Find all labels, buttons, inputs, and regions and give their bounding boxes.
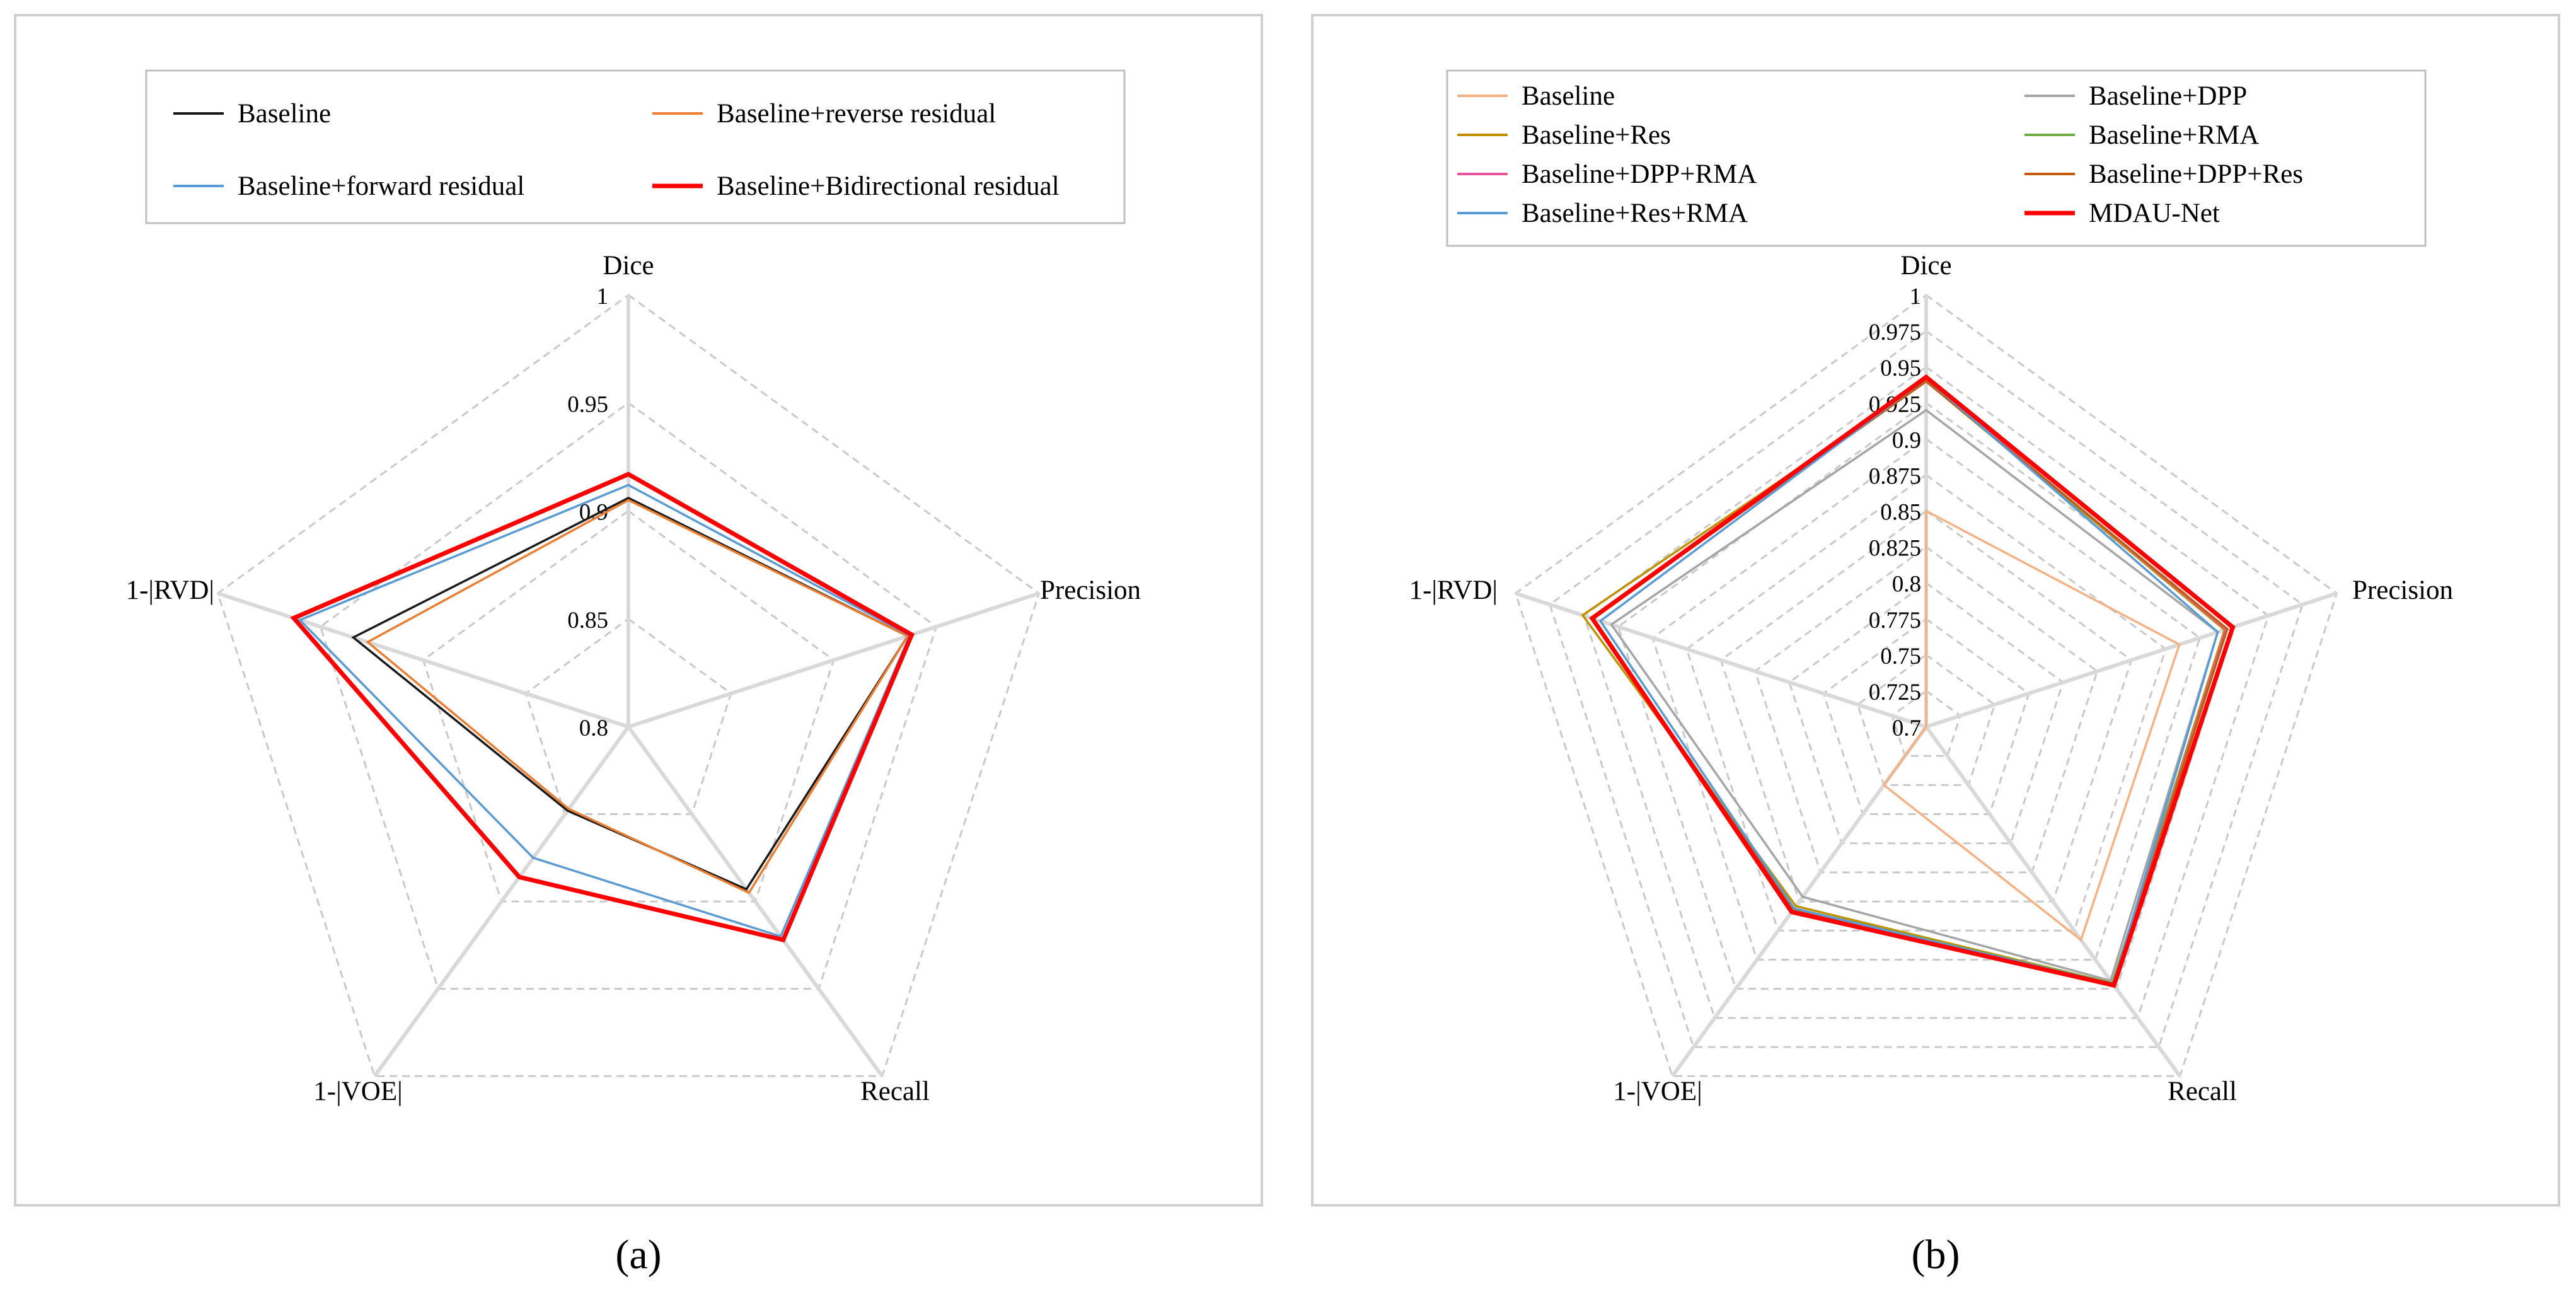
grid-ring [1617,402,2236,990]
series-line-baseline-dpp [1610,408,2219,982]
grid-ring [216,294,1041,1077]
grid-ring [1549,330,2304,1048]
tick-label: 1 [1910,284,1922,310]
grid-ring [1822,617,2030,816]
tick-label: 0.775 [1869,608,1921,634]
series-line-baseline-res-rma [1598,377,2219,986]
tick-label: 0.725 [1869,680,1921,705]
tick-label: 0.875 [1869,463,1921,489]
axis-label-1-voe: 1-|VOE| [313,1077,402,1106]
caption-b: (b) [1912,1232,1960,1278]
axis-label-1-voe: 1-|VOE| [1613,1077,1702,1106]
grid-ring [1685,473,2167,932]
legend-label-baseline-res-rma: Baseline+Res+RMA [1522,199,1748,228]
axis-label-recall: Recall [2168,1077,2237,1106]
grid-ring [1788,581,2064,845]
axis-spoke [373,726,630,1077]
legend-label-baseline-reverse-residual: Baseline+reverse residual [717,99,996,129]
legend-label-baseline-forward-residual: Baseline+forward residual [238,171,524,201]
grid-ring [1719,509,2133,903]
legend-label-baseline-dpp-rma: Baseline+DPP+RMA [1522,159,1757,189]
tick-label: 0.825 [1869,536,1921,562]
grid-ring [1514,294,2338,1077]
tick-label: 0.975 [1869,320,1921,345]
legend-b: Baseline Baseline+DPP Baseline+Res Baseline… [1457,81,2303,228]
legend-label-baseline: Baseline [1522,81,1615,111]
caption-a: (a) [615,1232,661,1278]
axis-label-1-rvd: 1-|RVD| [126,576,214,605]
tick-label: 0.85 [567,608,608,634]
legend-label-baseline-rma: Baseline+RMA [2089,120,2259,150]
tick-label: 0.9 [1892,427,1921,453]
tick-label: 0.95 [1880,356,1921,381]
legend-label-mdau-net: MDAU-Net [2089,199,2220,228]
tick-label: 0.8 [579,715,608,741]
axis-label-precision: Precision [2352,576,2453,605]
legend-label-baseline-res: Baseline+Res [1522,120,1671,150]
axis-spoke [1926,591,2338,729]
axis-spoke [1924,726,2182,1077]
legend-a-box [145,69,1126,224]
series-line-baseline-bidirectional-residual [290,472,915,943]
grid-ring [1890,690,1962,757]
legend-label-baseline: Baseline [238,99,331,129]
axis-label-precision: Precision [1040,576,1141,605]
tick-label: 0.8 [1892,572,1921,598]
axis-label-recall: Recall [860,1077,930,1106]
tick-label: 0.75 [1880,644,1921,669]
grid-ring [524,617,732,816]
tick-label: 0.7 [1892,715,1921,741]
series-line-baseline-forward-residual [297,483,911,938]
legend-label-baseline-dpp: Baseline+DPP [2089,81,2247,111]
axis-label-dice: Dice [603,251,654,281]
axis-label-dice: Dice [1900,251,1951,281]
axis-spoke [217,591,629,729]
series-line-mdau-net [1589,374,2236,988]
tick-label: 0.95 [567,391,608,417]
tick-label: 0.85 [1880,500,1921,526]
legend-label-baseline-dpp-res: Baseline+DPP+Res [2089,159,2303,189]
series-line-baseline [1882,509,2181,942]
tick-label: 1 [597,284,609,310]
axis-spoke [628,591,1040,729]
grid-ring [1856,653,1996,786]
grid-ring [319,402,938,990]
legend-a: Baseline Baseline+reverse residual Baselin… [173,99,1060,201]
legend-label-baseline-bidirectional-residual: Baseline+Bidirectional residual [717,171,1060,201]
axis-label-1-rvd: 1-|RVD| [1409,576,1498,605]
grid-ring [1651,437,2202,961]
axis-spoke [627,726,884,1077]
series-line-baseline-reverse-residual [366,499,910,894]
radar-b: 0.7 0.725 0.75 0.775 0.8 0.825 0.85 0.875 0.9 0.9… [1409,251,2453,1106]
radar-a: 0.80.850.90.951DicePrecisionRecall1-|VOE… [126,251,1141,1106]
legend-b-box [1446,69,2427,247]
